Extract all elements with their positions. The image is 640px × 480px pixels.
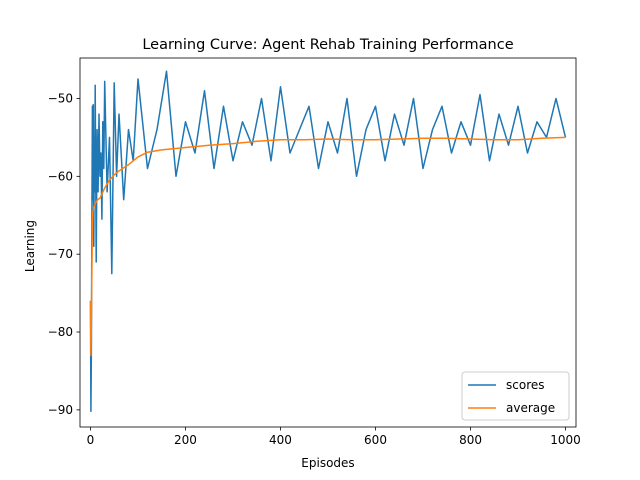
series-line-average — [89, 136, 566, 357]
legend-label-average: average — [506, 401, 555, 415]
axes-frame — [79, 57, 577, 428]
x-tick-label: 800 — [459, 433, 482, 447]
y-axis-label: Learning — [23, 220, 37, 272]
y-tick-label: −90 — [48, 403, 73, 417]
y-tick-label: −70 — [48, 247, 73, 261]
y-tick-label: −60 — [48, 169, 73, 183]
x-tick-label: 200 — [174, 433, 197, 447]
x-tick-label: 600 — [364, 433, 387, 447]
y-tick-label: −80 — [48, 325, 73, 339]
series-line-scores — [89, 70, 567, 413]
chart-title: Learning Curve: Agent Rehab Training Per… — [142, 37, 513, 53]
y-tick-label: −50 — [48, 91, 73, 105]
x-tick-label: 0 — [87, 433, 95, 447]
plot-area — [89, 70, 567, 413]
x-axis-label: Episodes — [301, 456, 354, 470]
axes: 0 200 400 600 800 1000 −90 −80 −70 −60 −50 — [48, 57, 581, 447]
legend: scores average — [461, 371, 570, 421]
x-tick-label: 400 — [269, 433, 292, 447]
x-tick-label: 1000 — [550, 433, 581, 447]
legend-label-scores: scores — [506, 378, 545, 392]
